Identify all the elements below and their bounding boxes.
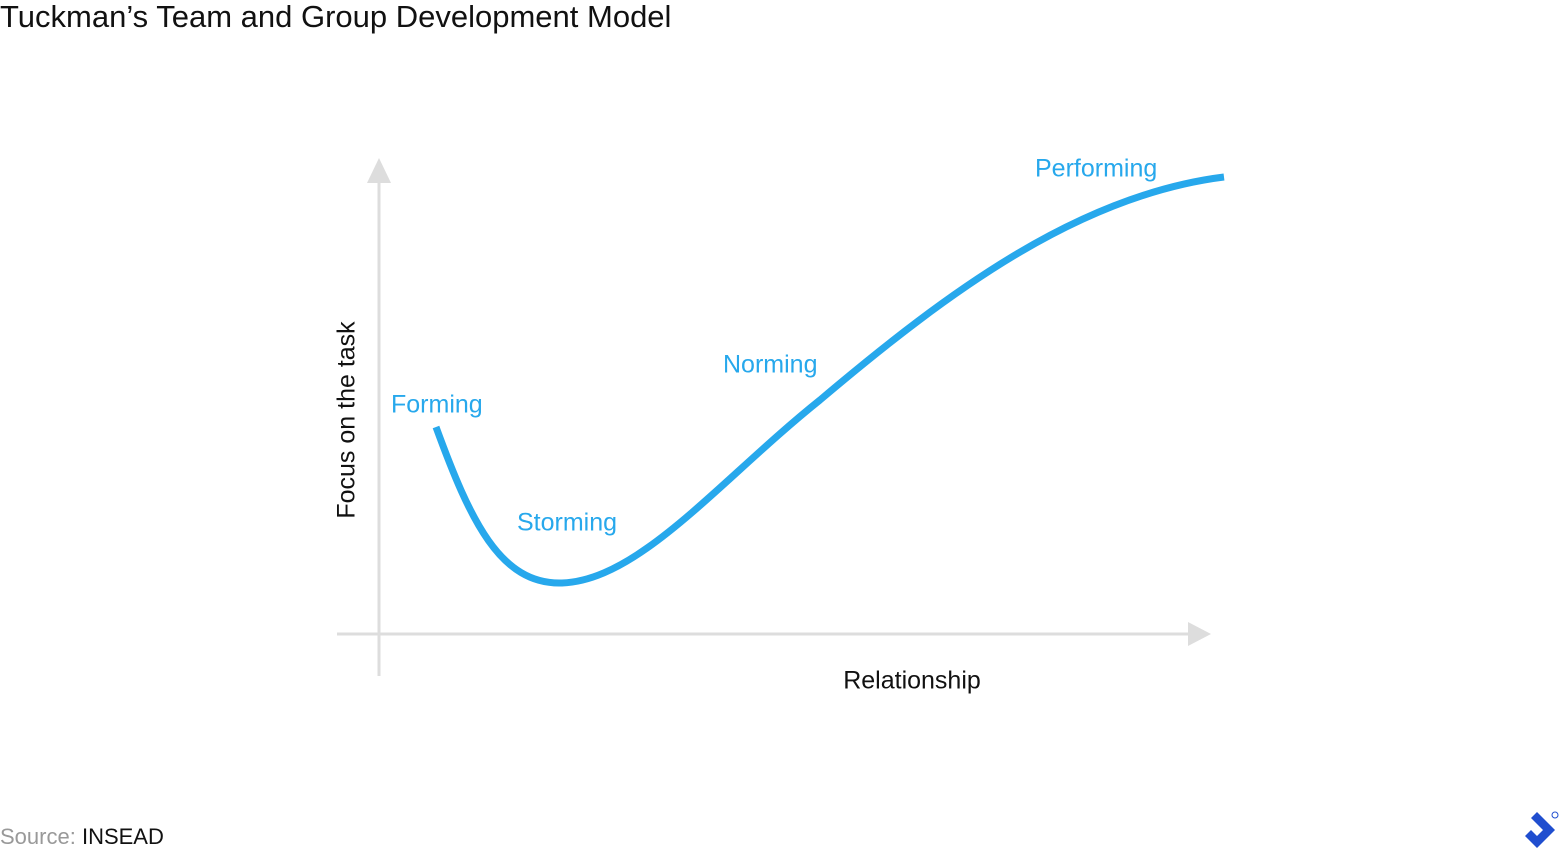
source-label: Source: xyxy=(0,824,76,849)
stage-label: Forming xyxy=(391,391,483,419)
stage-label: Performing xyxy=(1035,155,1157,183)
axes xyxy=(337,158,1211,676)
y-axis-label: Focus on the task xyxy=(333,321,361,519)
x-axis-label: Relationship xyxy=(843,667,981,695)
x-arrow xyxy=(1188,622,1211,646)
development-curve xyxy=(432,173,1225,587)
title: Tuckman’s Team and Group Development Mod… xyxy=(0,0,671,34)
source-name: INSEAD xyxy=(82,824,164,849)
logo-mark xyxy=(1525,812,1555,848)
stage-label: Norming xyxy=(723,351,817,379)
y-arrow xyxy=(367,158,391,183)
logo-registered xyxy=(1551,811,1559,819)
logo xyxy=(1525,811,1559,848)
stage-label: Storming xyxy=(517,509,617,537)
source: Source: INSEAD xyxy=(0,824,164,849)
